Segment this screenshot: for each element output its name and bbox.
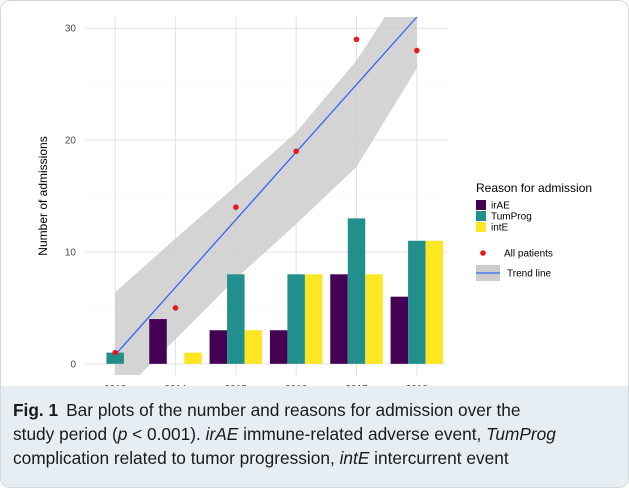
- x-tick-label-2015: 2015: [225, 384, 248, 386]
- trend-line: [114, 16, 418, 356]
- bar-tumprog-2016: [287, 274, 305, 364]
- admissions-chart: 0 10 20 30 2013 2014 2015 2016 2017 2018 Number of…: [36, 16, 592, 386]
- point-all-patients-2013: [112, 349, 118, 356]
- caption-abbr-irae: irAE: [205, 424, 239, 444]
- x-tick-label-2017: 2017: [345, 384, 368, 386]
- bar-inte-2017: [365, 274, 383, 364]
- caption-line-2: study period (p < 0.001). irAE immune-re…: [13, 422, 616, 446]
- caption-def-tumprog: complication related to tumor progressio…: [13, 448, 340, 468]
- bar-irae-2015: [209, 330, 228, 364]
- point-all-patients-2016: [293, 148, 299, 155]
- bar-irae-2014: [149, 319, 167, 364]
- caption-def-inte: intercurrent event: [369, 448, 509, 468]
- bar-tumprog-2018: [408, 240, 426, 364]
- x-tick-label-2016: 2016: [285, 384, 308, 386]
- point-all-patients-2015: [233, 204, 239, 210]
- caption-abbr-inte: intE: [339, 448, 370, 468]
- figure-label: Fig. 1: [13, 400, 59, 420]
- all-patients-points: [112, 36, 420, 356]
- confidence-band: [115, 17, 417, 375]
- point-all-patients-2018: [414, 47, 420, 54]
- bar-inte-2018: [425, 240, 444, 364]
- caption-text-2a: study period (: [13, 424, 118, 444]
- legend-swatch-irae: [476, 200, 486, 210]
- legend-label-trend-line: Trend line: [507, 269, 552, 280]
- legend-label-all-patients: All patients: [504, 249, 553, 260]
- bars: [106, 218, 444, 364]
- bar-tumprog-2015: [227, 274, 245, 364]
- caption-line-3: complication related to tumor progressio…: [13, 446, 616, 470]
- bar-inte-2016: [304, 274, 323, 364]
- bar-irae-2017: [330, 274, 348, 364]
- y-tick-label: 0: [70, 359, 76, 370]
- legend-swatch-tumprog: [476, 211, 486, 221]
- caption-abbr-tumprog: TumProg: [486, 424, 556, 444]
- plot-area: 0 10 20 30 2013 2014 2015 2016 2017 2018 Number of…: [1, 1, 628, 386]
- caption-text-2b: < 0.001).: [127, 424, 206, 444]
- x-tick-label-2013: 2013: [104, 384, 127, 386]
- y-axis-title: Number of admissions: [36, 136, 50, 255]
- point-all-patients-2017: [353, 36, 360, 43]
- bar-inte-2015: [244, 330, 263, 364]
- bar-tumprog-2013: [106, 352, 124, 364]
- y-tick-label: 20: [65, 136, 77, 147]
- legend-swatch-inte: [476, 222, 486, 232]
- y-tick-label: 30: [65, 24, 77, 35]
- bar-irae-2018: [390, 296, 409, 364]
- x-tick-label-2014: 2014: [164, 384, 187, 386]
- legend-label-irae: irAE: [491, 201, 510, 212]
- figure-caption: Fig. 1 Bar plots of the number and reason…: [1, 386, 628, 487]
- caption-line-1: Fig. 1 Bar plots of the number and reason…: [13, 398, 616, 422]
- legend-title: Reason for admission: [476, 181, 592, 195]
- x-tick-label-2018: 2018: [406, 384, 429, 386]
- bar-tumprog-2017: [347, 218, 366, 364]
- legend-label-inte: intE: [491, 223, 509, 234]
- caption-def-irae: immune-related adverse event,: [238, 424, 487, 444]
- legend-swatch-all-patients: [480, 250, 486, 256]
- bar-irae-2016: [269, 330, 288, 364]
- legend-label-tumprog: TumProg: [491, 212, 532, 223]
- y-tick-label: 10: [65, 247, 77, 258]
- caption-text-1: Bar plots of the number and reasons for …: [66, 400, 521, 420]
- point-all-patients-2014: [172, 305, 179, 311]
- bar-inte-2014: [184, 352, 202, 364]
- caption-p-symbol: p: [117, 424, 128, 444]
